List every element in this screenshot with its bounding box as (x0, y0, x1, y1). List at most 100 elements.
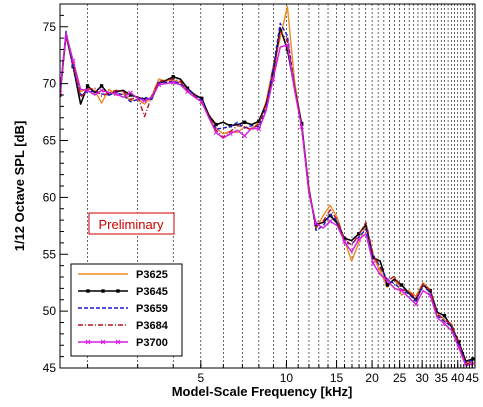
series-group (60, 5, 475, 367)
y-ticks: 45 50 55 60 65 70 75 (43, 3, 68, 375)
data-point (342, 236, 347, 241)
data-point (242, 133, 247, 139)
data-point (285, 42, 290, 48)
y-tick-label: 50 (43, 304, 57, 318)
data-point (271, 72, 275, 77)
data-point (156, 82, 162, 88)
legend-label: P3684 (136, 320, 169, 332)
data-point (328, 213, 332, 218)
x-tick-label: 45 (466, 371, 480, 385)
data-point (99, 88, 104, 93)
x-tick-label: 35 (435, 371, 449, 385)
data-point (457, 340, 461, 344)
legend-label: P3645 (136, 286, 168, 298)
legend-entry: P3625 (78, 269, 168, 281)
data-point (116, 289, 120, 293)
data-point (114, 89, 118, 94)
x-ticks: 5 10 15 20 25 30 35 40 45 (87, 360, 480, 385)
y-tick-label: 75 (43, 20, 57, 34)
data-point (85, 88, 90, 93)
data-point (357, 232, 361, 236)
series-line (60, 30, 474, 366)
data-point (128, 93, 133, 97)
data-point (471, 357, 475, 361)
data-point (142, 97, 147, 102)
data-point (199, 99, 205, 105)
data-point (370, 260, 376, 266)
legend-label: P3700 (136, 337, 168, 349)
data-point (85, 84, 90, 88)
legend-entry: P3659 (78, 303, 168, 315)
preliminary-annotation: Preliminary (88, 212, 175, 235)
data-point (384, 278, 390, 283)
series-p3684 (60, 30, 474, 366)
x-tick-label: 15 (330, 371, 344, 385)
x-tick-label: 20 (365, 371, 379, 385)
y-tick-label: 60 (43, 190, 57, 204)
data-point (100, 339, 106, 345)
x-tick-label: 10 (280, 371, 294, 385)
data-point (342, 239, 347, 245)
data-point (85, 339, 91, 345)
data-point (270, 76, 276, 82)
y-axis-label: 1/12 Octave SPL [dB] (12, 121, 27, 252)
data-point (470, 361, 475, 366)
legend-label: P3625 (136, 269, 168, 281)
data-point (200, 96, 204, 101)
data-point (171, 75, 175, 79)
data-point (456, 345, 462, 350)
legend-entry: P3700 (78, 337, 168, 349)
data-point (60, 90, 63, 96)
data-point (228, 124, 233, 128)
x-axis-label: Model-Scale Frequency [kHz] (172, 384, 353, 399)
y-tick-label: 70 (43, 77, 57, 91)
data-point (413, 301, 419, 307)
y-tick-label: 65 (43, 134, 57, 148)
data-point (185, 89, 190, 94)
data-point (442, 321, 447, 326)
data-point (257, 119, 261, 123)
data-point (427, 292, 433, 298)
data-point (213, 130, 219, 135)
grid-lines (87, 4, 473, 368)
y-tick-label: 45 (43, 361, 57, 375)
series-p3700 (60, 32, 475, 367)
data-point (115, 339, 121, 345)
data-point (242, 120, 247, 124)
x-tick-label: 5 (197, 371, 204, 385)
preliminary-label: Preliminary (98, 217, 164, 232)
data-point (170, 80, 176, 85)
x-tick-label: 25 (393, 371, 407, 385)
data-point (214, 122, 218, 127)
x-tick-label: 30 (416, 371, 430, 385)
data-point (399, 283, 404, 287)
legend-entry: P3684 (78, 320, 169, 332)
data-point (385, 283, 390, 287)
data-point (70, 58, 76, 64)
series-line (60, 32, 474, 367)
data-point (442, 313, 447, 318)
y-tick-label: 55 (43, 247, 57, 261)
preliminary-box (88, 212, 175, 235)
legend-entry: P3645 (78, 286, 168, 298)
data-point (142, 98, 147, 104)
legend-label: P3659 (136, 303, 168, 315)
legend: P3625 P3645 P3659 P3684 P3700 (70, 263, 183, 357)
data-point (86, 289, 90, 293)
data-point (128, 90, 133, 96)
data-point (314, 222, 318, 227)
data-point (299, 124, 305, 130)
data-point (399, 288, 404, 294)
data-point (113, 91, 119, 97)
data-point (227, 131, 233, 137)
data-point (99, 84, 104, 88)
data-point (371, 255, 375, 260)
data-point (327, 218, 333, 224)
data-point (313, 221, 319, 226)
data-point (185, 86, 190, 90)
data-point (356, 237, 362, 242)
x-tick-label: 40 (451, 371, 465, 385)
data-point (256, 126, 262, 132)
data-point (101, 289, 105, 293)
